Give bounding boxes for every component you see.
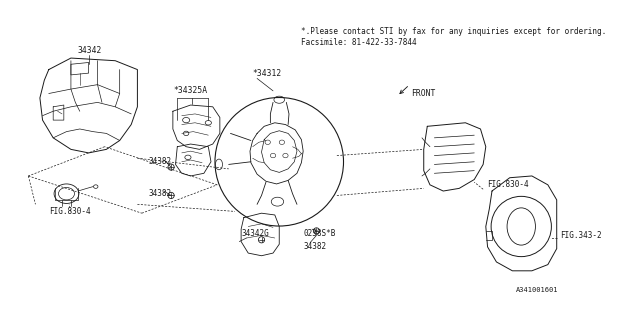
Text: FIG.830-4: FIG.830-4: [488, 180, 529, 189]
Text: 0238S*B: 0238S*B: [303, 229, 335, 238]
Text: *.Please contact STI by fax for any inquiries except for ordering.: *.Please contact STI by fax for any inqu…: [301, 27, 607, 36]
Text: FIG.343-2: FIG.343-2: [560, 231, 602, 240]
Text: 34342G: 34342G: [241, 229, 269, 238]
Text: A341001601: A341001601: [516, 287, 559, 293]
Text: 34382: 34382: [303, 242, 326, 252]
Text: 34382: 34382: [149, 189, 172, 198]
Text: 34382: 34382: [149, 157, 172, 166]
Text: *34325A: *34325A: [173, 86, 208, 95]
Text: FIG.830-4: FIG.830-4: [49, 207, 90, 216]
Text: Facsimile: 81-422-33-7844: Facsimile: 81-422-33-7844: [301, 38, 417, 47]
Text: 34342: 34342: [78, 46, 102, 55]
Text: FRONT: FRONT: [412, 89, 436, 98]
Text: *34312: *34312: [253, 68, 282, 78]
